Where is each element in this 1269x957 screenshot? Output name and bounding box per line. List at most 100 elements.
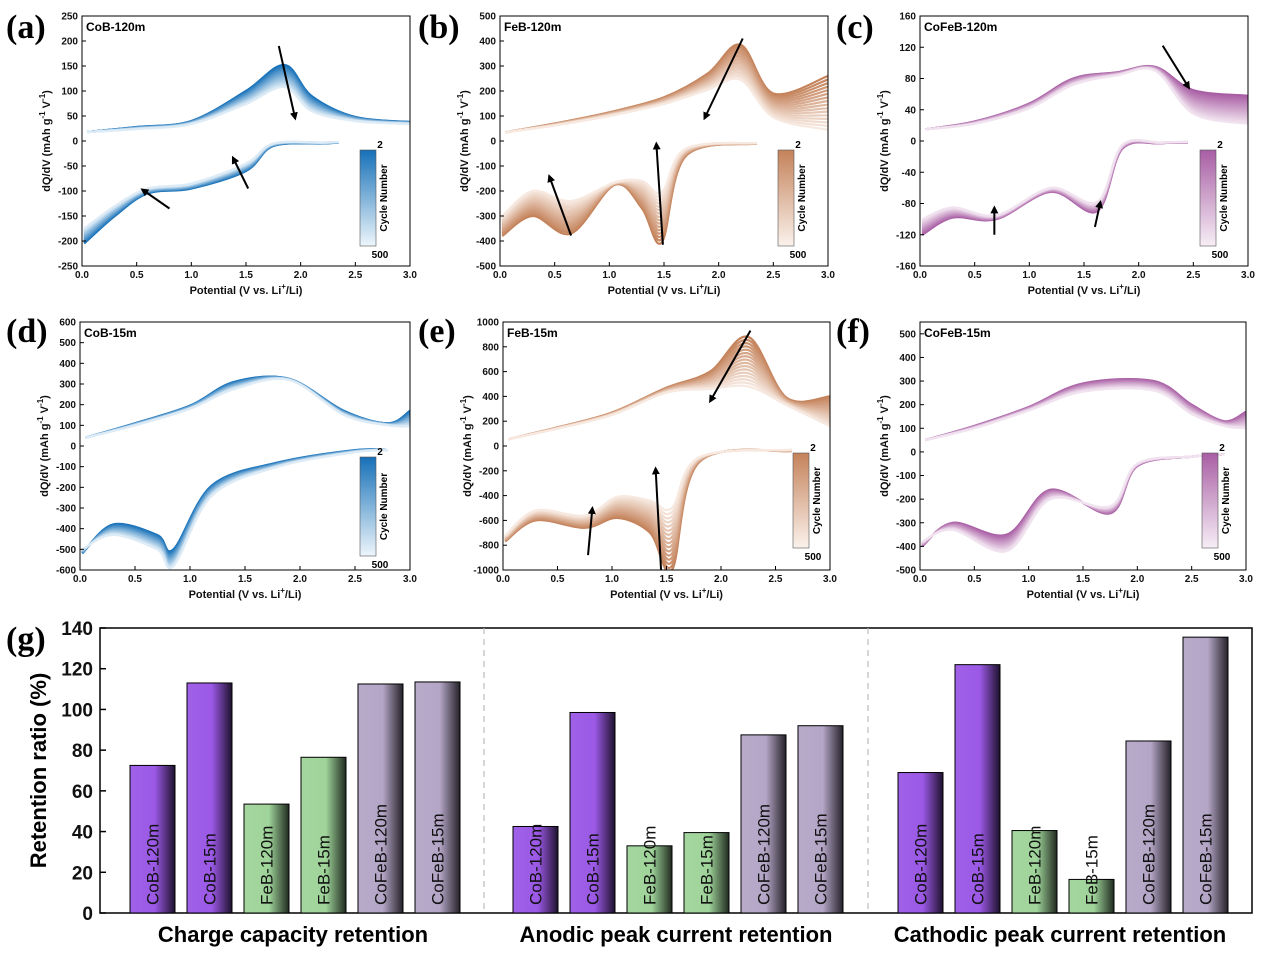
- panel-label: (g): [6, 621, 46, 658]
- y-tick-label: 300: [899, 377, 916, 388]
- y-tick-label: -200: [896, 495, 916, 506]
- y-tick-label: 400: [59, 359, 76, 370]
- y-tick-label: -500: [896, 566, 916, 577]
- anodic-curve: [505, 77, 828, 134]
- bar-label: FeB-120m: [1026, 826, 1045, 905]
- panel-a: 0.0 0.5 1.0 1.5 2.0 2.5 3.0-250-200-150-100-50…: [6, 9, 417, 297]
- y-tick-label: -100: [56, 462, 76, 473]
- bar: [243, 803, 290, 914]
- anodic-curve: [87, 85, 410, 134]
- y-tick-label: 800: [482, 342, 499, 353]
- x-label-part: Potential (V vs. Li: [1027, 589, 1119, 601]
- y-label-part: ): [462, 395, 474, 399]
- panel-label: (e): [418, 313, 456, 350]
- retention-bar-chart: 0 20 40 60 80 100 120 140 Retention ratio (%) (g)…: [6, 619, 1253, 947]
- bar: [897, 772, 944, 914]
- panel-label: (c): [836, 9, 874, 46]
- y-tick-label: 1000: [477, 318, 500, 329]
- cathodic-curve: [83, 140, 339, 231]
- curve-set: [921, 378, 1246, 553]
- y-tick-label: 0: [490, 137, 496, 148]
- bar: [129, 764, 176, 914]
- y-tick-label: 40: [72, 823, 93, 844]
- x-axis-label: Potential (V vs. Li+/Li): [190, 282, 303, 297]
- x-label-sup: +: [699, 282, 704, 291]
- x-label-part: /Li): [704, 285, 721, 297]
- cathodic-curve: [83, 140, 339, 232]
- y-label-part: ): [41, 90, 53, 94]
- anodic-curve: [85, 377, 410, 439]
- y-label-sup: -1: [456, 93, 465, 101]
- colorbar-title: Cycle Number: [812, 467, 823, 534]
- bar: [626, 845, 673, 914]
- y-label-sup: -1: [36, 416, 45, 424]
- cathodic-curve: [83, 140, 339, 230]
- y-tick-label: -600: [56, 566, 76, 577]
- trend-arrow: [651, 466, 663, 571]
- bar-label: CoFeB-120m: [372, 804, 391, 905]
- y-tick-label: 100: [61, 87, 78, 98]
- x-tick-label: 2.0: [1130, 574, 1144, 585]
- y-tick-label: -50: [64, 162, 79, 173]
- cathodic-curve: [921, 139, 1188, 228]
- bar-label: CoFeB-15m: [812, 813, 831, 905]
- cathodic-curve: [83, 141, 339, 237]
- bar-group: CoB-120m CoB-15m FeB-120m FeB-15m CoFeB-120m…: [897, 636, 1229, 914]
- x-tick-label: 0.5: [130, 270, 144, 281]
- x-tick-label: 2.0: [714, 574, 728, 585]
- x-label-part: /Li): [286, 285, 303, 297]
- bar: [740, 734, 787, 914]
- x-tick-label: 3.0: [403, 270, 417, 281]
- anodic-curve: [85, 377, 410, 439]
- x-tick-label: 1.0: [1022, 574, 1036, 585]
- bar-label: CoFeB-120m: [1140, 804, 1159, 905]
- panel-c: 0.0 0.5 1.0 1.5 2.0 2.5 3.0 -160 -120 -80 -40 0 40 80…: [836, 9, 1255, 297]
- x-tick-label: 2.0: [712, 270, 726, 281]
- trend-arrow: [709, 330, 752, 404]
- anodic-curve: [85, 376, 410, 439]
- y-tick-label: 80: [72, 741, 93, 762]
- panel-title: CoFeB-120m: [924, 20, 997, 34]
- y-tick-label: 100: [899, 424, 916, 435]
- y-label-sup: -1: [36, 398, 45, 406]
- colorbar-bottom-label: 500: [790, 250, 807, 261]
- colorbar-top-label: 2: [795, 140, 801, 151]
- x-tick-label: 0.5: [128, 574, 142, 585]
- y-tick-label: 80: [905, 74, 917, 85]
- x-label-part: /Li): [285, 589, 302, 601]
- y-label-part: V: [879, 405, 891, 416]
- y-tick-label: -500: [56, 545, 76, 556]
- bar-label: CoB-15m: [584, 833, 603, 905]
- y-tick-label: 0: [70, 442, 76, 453]
- x-tick-label: 1.5: [660, 574, 674, 585]
- bar: [357, 683, 404, 914]
- curve-set: [504, 335, 830, 570]
- bar: [797, 725, 844, 914]
- bar-label: FeB-120m: [258, 826, 277, 905]
- x-tick-label: 1.5: [239, 270, 253, 281]
- x-tick-label: 3.0: [1241, 270, 1255, 281]
- y-tick-label: 200: [61, 37, 78, 48]
- x-axis-label: Potential (V vs. Li+/Li): [610, 586, 723, 601]
- colorbar-bottom-label: 500: [805, 552, 822, 563]
- colorbar-title: Cycle Number: [1219, 164, 1230, 231]
- y-tick-label: -200: [479, 466, 499, 477]
- panel-d: 0.0 0.5 1.0 1.5 2.0 2.5 3.0 -600 -500 -400 -300 -20…: [6, 313, 417, 601]
- cathodic-curve: [83, 141, 339, 243]
- colorbar: [1199, 149, 1217, 247]
- x-label-sup: +: [702, 586, 707, 595]
- x-tick-label: 0.0: [913, 270, 927, 281]
- colorbar: [792, 452, 810, 549]
- x-tick-label: 2.5: [348, 270, 362, 281]
- panel-label: (f): [836, 313, 870, 350]
- x-tick-label: 1.0: [183, 574, 197, 585]
- x-tick-label: 0.0: [73, 574, 87, 585]
- colorbar-top-label: 2: [1219, 443, 1225, 454]
- colorbar: [359, 149, 377, 247]
- bar-label: FeB-15m: [698, 835, 717, 905]
- x-tick-label: 2.5: [348, 574, 362, 585]
- y-tick-label: -100: [58, 187, 78, 198]
- group-label: Anodic peak current retention: [520, 922, 833, 947]
- cathodic-curve: [83, 141, 339, 242]
- trend-arrow: [140, 188, 171, 210]
